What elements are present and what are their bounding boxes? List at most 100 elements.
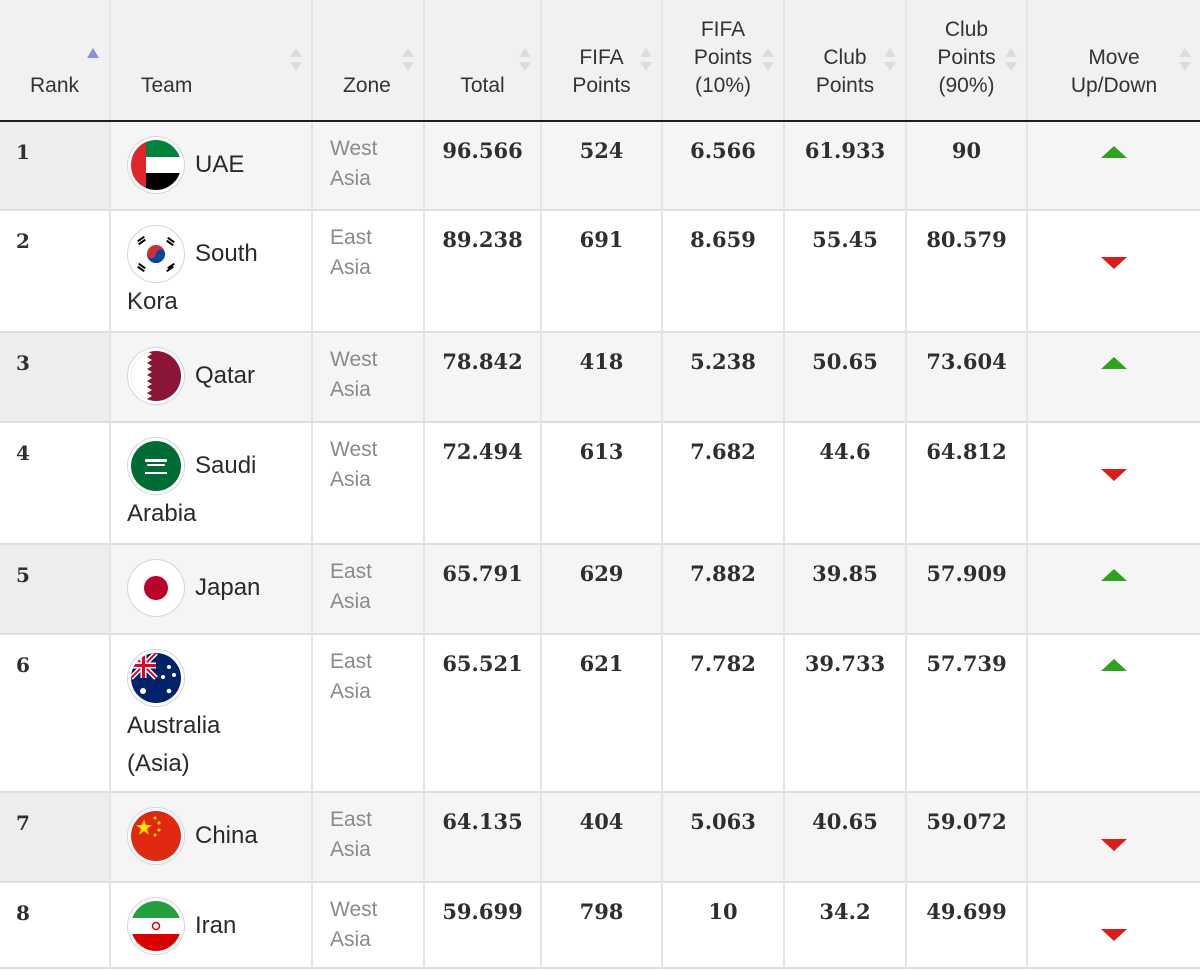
japan-flag-icon [127,559,185,617]
uae-flag-icon [127,136,185,194]
zone-line: Asia [330,167,371,190]
fifa-points-pct-cell: 5.063 [662,792,785,882]
total-cell: 78.842 [424,332,542,422]
table-row: 8 Iran West Asia 59.699 798 10 34.2 49.699 [0,882,1200,968]
sort-icon [290,48,302,74]
zone-cell: West Asia [312,882,425,968]
club-points-pct-cell: 59.072 [906,792,1028,882]
move-cell [1027,634,1200,792]
team-cell: UAE [110,121,313,210]
column-header-fifa-points-pct[interactable]: FIFA Points (10%) [662,0,785,122]
zone-line: Asia [330,838,371,861]
move-up-arrow-icon [1101,146,1127,158]
club-points-pct-cell: 64.812 [906,422,1028,544]
club-points-pct-cell: 49.699 [906,882,1028,968]
move-cell [1027,792,1200,882]
column-header-club-points-pct[interactable]: Club Points (90%) [906,0,1028,122]
team-name: Saudi [195,452,257,479]
team-name-line: Arabia [127,500,197,527]
team-name: Iran [195,912,237,939]
fifa-points-pct-cell: 6.566 [662,121,785,210]
column-header-club-points[interactable]: Club Points [784,0,907,122]
sort-icon [402,48,414,74]
club-points-pct-cell: 57.909 [906,544,1028,634]
team-cell: South Kora [110,210,313,332]
column-header-rank[interactable]: Rank [0,0,111,122]
fifa-points-cell: 621 [541,634,663,792]
fifa-points-pct-cell: 7.682 [662,422,785,544]
team-cell: Iran [110,882,313,968]
header-label-line: Up/Down [1070,74,1158,97]
rank-cell: 8 [0,882,111,968]
fifa-points-pct-cell: 7.782 [662,634,785,792]
sort-icon [519,48,531,74]
zone-line: West [330,137,378,160]
team-name: China [195,822,258,849]
header-label-line: Points [693,46,753,69]
move-cell [1027,210,1200,332]
zone-line: West [330,438,378,461]
zone-cell: East Asia [312,210,425,332]
column-header-total[interactable]: Total [424,0,542,122]
zone-cell: East Asia [312,634,425,792]
team-name: Japan [195,574,261,601]
header-label-line: Points [937,46,996,69]
rank-cell: 5 [0,544,111,634]
column-header-team[interactable]: Team [110,0,313,122]
iran-flag-icon [127,897,185,955]
australia-flag-icon [127,649,185,707]
zone-cell: East Asia [312,792,425,882]
team-name: Qatar [195,362,256,389]
move-cell [1027,544,1200,634]
move-down-arrow-icon [1101,929,1127,941]
column-header-fifa-points[interactable]: FIFA Points [541,0,663,122]
total-cell: 65.521 [424,634,542,792]
move-cell [1027,882,1200,968]
total-cell: 72.494 [424,422,542,544]
column-header-move[interactable]: Move Up/Down [1027,0,1200,122]
total-cell: 89.238 [424,210,542,332]
table-row: 4 Saudi Arabia West Asia 72.494 613 7.682 44.6 64… [0,422,1200,544]
header-label-line: Club [944,18,989,41]
table-body: 1 UAE West Asia 96.566 524 6.566 61.933 90 2 South… [0,121,1200,968]
zone-line: Asia [330,928,371,951]
fifa-points-pct-cell: 5.238 [662,332,785,422]
sort-icon [884,48,896,74]
fifa-points-cell: 798 [541,882,663,968]
move-down-arrow-icon [1101,257,1127,269]
fifa-points-cell: 613 [541,422,663,544]
total-cell: 64.135 [424,792,542,882]
header-label-line: Points [572,74,631,97]
team-cell: China [110,792,313,882]
move-cell [1027,121,1200,210]
sort-icon [1005,48,1017,74]
column-header-zone[interactable]: Zone [312,0,425,122]
sort-ascending-icon [87,48,99,58]
header-label: Rank [30,74,80,97]
zone-line: East [330,226,373,249]
fifa-points-cell: 404 [541,792,663,882]
zone-line: East [330,560,373,583]
zone-line: East [330,650,373,673]
sort-icon [640,48,652,74]
club-points-pct-cell: 57.739 [906,634,1028,792]
zone-line: Asia [330,378,371,401]
team-cell: Australia (Asia) [110,634,313,792]
team-cell: Saudi Arabia [110,422,313,544]
move-up-arrow-icon [1101,357,1127,369]
table-row: 7 China East Asia 64.135 404 5.063 40.65 59.072 [0,792,1200,882]
zone-line: Asia [330,590,371,613]
fifa-points-cell: 691 [541,210,663,332]
sort-icon [762,48,774,74]
club-points-cell: 50.65 [784,332,907,422]
move-cell [1027,422,1200,544]
club-points-cell: 39.733 [784,634,907,792]
club-points-cell: 40.65 [784,792,907,882]
fifa-points-cell: 524 [541,121,663,210]
table-row: 3 Qatar West Asia 78.842 418 5.238 50.65 73.604 [0,332,1200,422]
club-points-pct-cell: 80.579 [906,210,1028,332]
club-points-cell: 55.45 [784,210,907,332]
move-down-arrow-icon [1101,839,1127,851]
zone-cell: West Asia [312,422,425,544]
